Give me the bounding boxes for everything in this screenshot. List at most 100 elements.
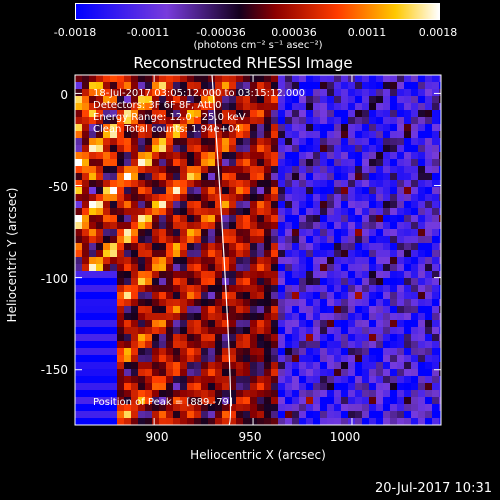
heatmap-cell xyxy=(341,236,348,243)
heatmap-cell xyxy=(376,257,383,264)
heatmap-cell xyxy=(376,243,383,250)
heatmap-cell xyxy=(208,222,215,229)
heatmap-cell xyxy=(418,194,425,201)
heatmap-cell xyxy=(173,411,180,418)
heatmap-cell xyxy=(236,320,243,327)
heatmap-cell xyxy=(348,222,355,229)
heatmap-cell xyxy=(229,201,236,208)
heatmap-cell xyxy=(250,180,257,187)
heatmap-cell xyxy=(131,222,138,229)
heatmap-cell xyxy=(75,180,82,187)
heatmap-cell xyxy=(75,117,82,124)
heatmap-cell xyxy=(362,236,369,243)
heatmap-cell xyxy=(292,236,299,243)
heatmap-cell xyxy=(173,75,180,82)
heatmap-cell xyxy=(82,320,89,327)
heatmap-cell xyxy=(292,313,299,320)
heatmap-cell xyxy=(117,145,124,152)
heatmap-cell xyxy=(327,173,334,180)
heatmap-cell xyxy=(341,299,348,306)
heatmap-cell xyxy=(215,180,222,187)
heatmap-cell xyxy=(348,250,355,257)
heatmap-cell xyxy=(376,110,383,117)
heatmap-cell xyxy=(334,229,341,236)
heatmap-cell xyxy=(327,110,334,117)
heatmap-cell xyxy=(313,285,320,292)
heatmap-cell xyxy=(201,166,208,173)
heatmap-cell xyxy=(313,103,320,110)
heatmap-cell xyxy=(341,404,348,411)
heatmap-cell xyxy=(187,201,194,208)
heatmap-cell xyxy=(278,236,285,243)
heatmap-cell xyxy=(180,103,187,110)
heatmap-cell xyxy=(313,82,320,89)
heatmap-cell xyxy=(348,341,355,348)
heatmap-cell xyxy=(376,376,383,383)
heatmap-cell xyxy=(292,257,299,264)
heatmap-cell xyxy=(166,222,173,229)
heatmap-cell xyxy=(278,292,285,299)
heatmap-cell xyxy=(264,257,271,264)
heatmap-cell xyxy=(201,215,208,222)
heatmap-cell xyxy=(201,327,208,334)
heatmap-cell xyxy=(243,271,250,278)
heatmap-cell xyxy=(285,369,292,376)
heatmap-cell xyxy=(187,215,194,222)
heatmap-cell xyxy=(222,117,229,124)
heatmap-cell xyxy=(404,264,411,271)
heatmap-cell xyxy=(180,166,187,173)
heatmap-cell xyxy=(348,110,355,117)
heatmap-cell xyxy=(243,313,250,320)
heatmap-cell xyxy=(264,292,271,299)
heatmap-cell xyxy=(187,180,194,187)
heatmap-cell xyxy=(355,131,362,138)
heatmap-cell xyxy=(404,327,411,334)
heatmap-cell xyxy=(320,369,327,376)
heatmap-cell xyxy=(89,166,96,173)
heatmap-cell xyxy=(327,194,334,201)
heatmap-cell xyxy=(215,194,222,201)
heatmap-cell xyxy=(96,89,103,96)
heatmap-cell xyxy=(250,390,257,397)
heatmap-cell xyxy=(131,250,138,257)
heatmap-cell xyxy=(166,383,173,390)
heatmap-cell xyxy=(299,75,306,82)
heatmap-cell xyxy=(341,313,348,320)
heatmap-cell xyxy=(432,404,439,411)
heatmap-cell xyxy=(187,124,194,131)
heatmap-cell xyxy=(334,390,341,397)
heatmap-cell xyxy=(89,201,96,208)
heatmap-cell xyxy=(348,376,355,383)
heatmap-cell xyxy=(124,299,131,306)
heatmap-cell xyxy=(341,264,348,271)
heatmap-cell xyxy=(124,376,131,383)
heatmap-cell xyxy=(271,208,278,215)
heatmap-cell xyxy=(145,180,152,187)
heatmap-cell xyxy=(194,418,201,425)
heatmap-cell xyxy=(236,180,243,187)
heatmap-cell xyxy=(180,180,187,187)
heatmap-cell xyxy=(411,243,418,250)
heatmap-cell xyxy=(82,82,89,89)
heatmap-cell xyxy=(117,229,124,236)
heatmap-cell xyxy=(418,362,425,369)
heatmap-cell xyxy=(348,369,355,376)
heatmap-cell xyxy=(152,327,159,334)
heatmap-cell xyxy=(159,292,166,299)
heatmap-cell xyxy=(341,152,348,159)
heatmap-cell xyxy=(362,320,369,327)
heatmap-cell xyxy=(383,229,390,236)
heatmap-cell xyxy=(131,138,138,145)
heatmap-cell xyxy=(131,117,138,124)
heatmap-cell xyxy=(383,215,390,222)
heatmap-cell xyxy=(404,369,411,376)
heatmap-cell xyxy=(257,110,264,117)
heatmap-cell xyxy=(124,348,131,355)
heatmap-cell xyxy=(180,82,187,89)
heatmap-cell xyxy=(187,138,194,145)
heatmap-cell xyxy=(355,110,362,117)
heatmap-cell xyxy=(96,257,103,264)
heatmap-cell xyxy=(285,299,292,306)
heatmap-cell xyxy=(432,117,439,124)
heatmap-cell xyxy=(222,229,229,236)
